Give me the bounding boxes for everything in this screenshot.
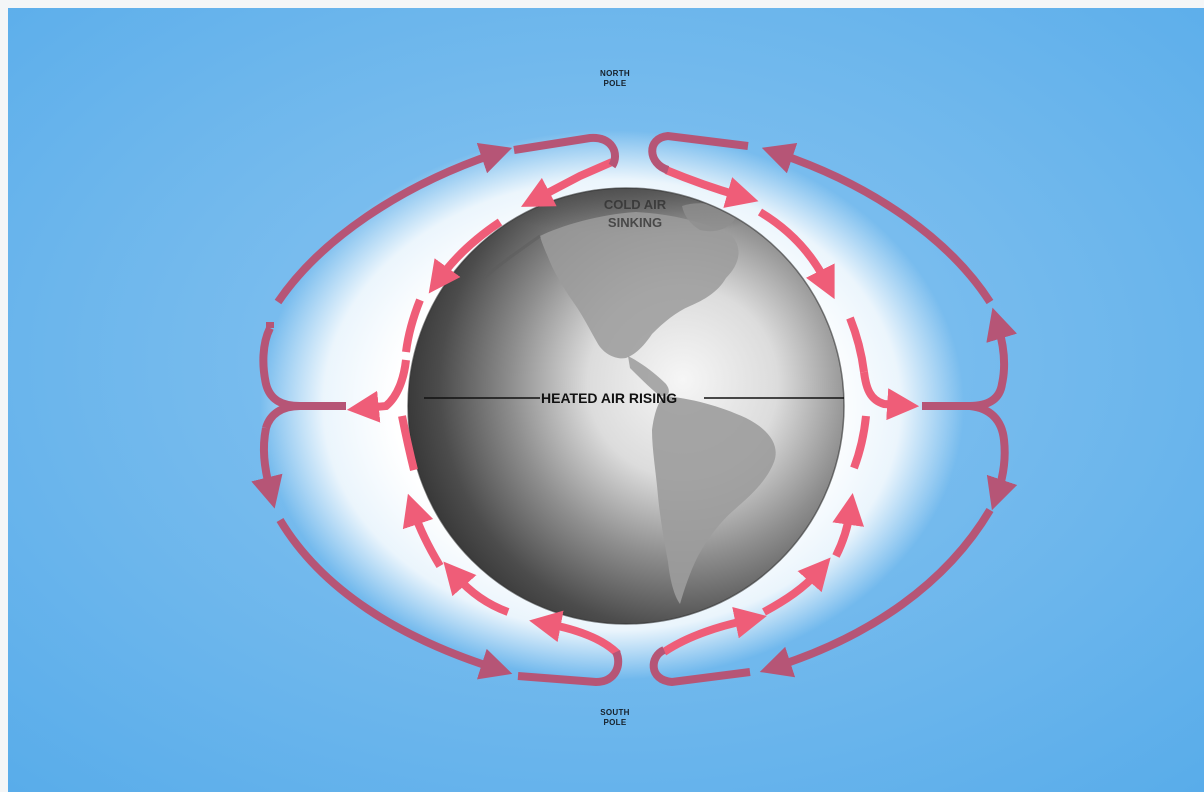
north-pole-label-line: POLE — [603, 79, 627, 88]
inner-circulation-arrows — [346, 158, 920, 657]
inner-arrow — [762, 557, 831, 616]
inner-arrow — [520, 158, 614, 207]
inner-arrow — [402, 493, 444, 569]
south-pole-label-line: POLE — [603, 718, 627, 727]
inner-arrow — [846, 316, 868, 373]
outer-arrow — [969, 402, 1018, 511]
outer-arrow — [513, 133, 619, 169]
outer-arrow — [251, 427, 283, 509]
inner-arrow — [664, 166, 759, 208]
earth-globe — [407, 187, 845, 625]
inner-arrow — [860, 371, 920, 421]
cold-air-label-line: SINKING — [607, 215, 663, 230]
cold-air-sinking-label: COLD AIR SINKING — [560, 196, 710, 232]
heated-air-rising-label: HEATED AIR RISING — [541, 390, 678, 406]
north-america-landmass — [540, 212, 739, 359]
outer-arrow — [276, 517, 513, 680]
inner-arrow — [529, 610, 621, 657]
inner-arrow — [428, 218, 503, 294]
inner-arrow — [850, 415, 870, 470]
outer-arrow — [761, 142, 994, 305]
outer-arrow — [262, 402, 301, 430]
south-pole-label-line: SOUTH — [600, 708, 630, 717]
south-pole-label: SOUTH POLE — [555, 708, 675, 728]
inner-arrow — [757, 208, 835, 300]
outer-arrow — [517, 650, 623, 687]
north-pole-label: NORTH POLE — [555, 69, 675, 89]
north-pole-label-line: NORTH — [600, 69, 630, 78]
outer-arrow — [648, 131, 749, 174]
inner-arrow — [346, 359, 410, 423]
inner-arrow — [832, 492, 865, 558]
outer-arrow — [759, 507, 994, 678]
outer-arrow — [274, 142, 513, 305]
inner-arrow — [398, 415, 418, 471]
inner-arrow — [443, 561, 510, 616]
inner-arrow — [402, 298, 424, 353]
outer-arrow — [649, 646, 751, 687]
cold-air-label-line: COLD AIR — [603, 197, 667, 212]
south-america-landmass — [652, 396, 776, 604]
inner-arrow — [661, 606, 767, 656]
outer-circulation-arrows — [251, 131, 1018, 687]
